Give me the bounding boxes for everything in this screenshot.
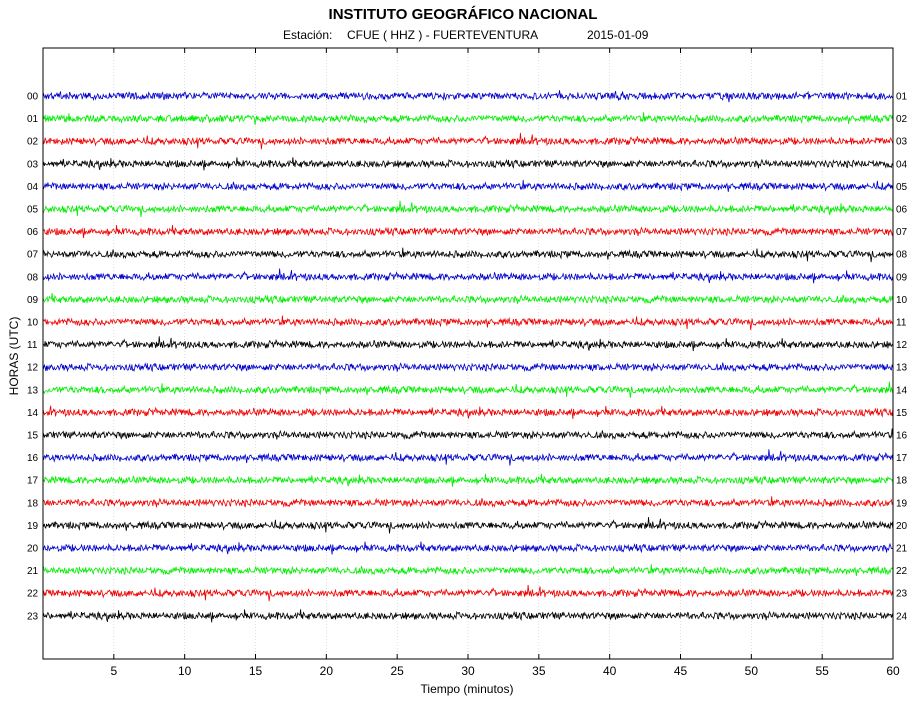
x-tick-label: 45 [674, 664, 688, 678]
hour-label-right: 03 [896, 137, 908, 148]
hour-label-left: 14 [27, 408, 39, 419]
y-axis-title: HORAS (UTC) [7, 317, 21, 396]
trace-line [42, 609, 894, 623]
hour-label-left: 08 [27, 272, 39, 283]
trace-line [42, 225, 894, 239]
hour-label-left: 04 [27, 182, 39, 193]
hour-label-left: 16 [27, 453, 39, 464]
hour-label-left: 21 [27, 566, 39, 577]
hour-label-right: 04 [896, 159, 908, 170]
trace-line [42, 157, 894, 171]
x-axis-ticks: 5 10 15 20 25 30 35 40 45 50 55 60 [110, 48, 900, 678]
hour-label-right: 24 [896, 611, 908, 622]
hour-label-right: 15 [896, 408, 908, 419]
hour-label-left: 11 [27, 340, 38, 351]
hour-label-left: 17 [27, 476, 39, 487]
trace-line [42, 517, 894, 534]
trace-line [42, 90, 894, 103]
hour-label-right: 08 [896, 250, 908, 261]
hour-label-right: 05 [896, 182, 908, 193]
x-tick-label: 30 [461, 664, 475, 678]
trace-line [42, 336, 894, 352]
hour-label-right: 07 [896, 227, 908, 238]
hour-label-right: 21 [896, 544, 908, 555]
hour-label-left: 23 [27, 611, 39, 622]
hour-label-left: 12 [27, 363, 39, 374]
x-tick-label: 10 [178, 664, 192, 678]
trace-line [42, 200, 894, 218]
trace-line [42, 292, 894, 305]
trace-line [42, 564, 894, 577]
hour-label-right: 22 [896, 566, 908, 577]
trace-line [42, 449, 894, 466]
hour-label-right: 09 [896, 272, 908, 283]
x-tick-label: 5 [110, 664, 117, 678]
trace-line [42, 315, 894, 331]
hour-label-left: 07 [27, 250, 39, 261]
hour-label-left: 18 [27, 498, 39, 509]
hour-label-right: 23 [896, 589, 908, 600]
hour-label-left: 00 [27, 92, 39, 103]
hour-label-left: 13 [27, 385, 39, 396]
hour-label-right: 14 [896, 385, 908, 396]
x-tick-label: 55 [815, 664, 829, 678]
trace-line [42, 268, 894, 284]
hour-label-right: 16 [896, 431, 908, 442]
hour-label-right: 19 [896, 498, 908, 509]
hour-label-left: 09 [27, 295, 39, 306]
trace-line [42, 541, 894, 555]
hour-label-right: 02 [896, 114, 908, 125]
record-date: 2015-01-09 [587, 28, 649, 42]
hour-label-right: 06 [896, 205, 908, 216]
hour-label-right: 11 [896, 318, 907, 329]
trace-line [42, 362, 894, 373]
chart-title: INSTITUTO GEOGRÁFICO NACIONAL [329, 6, 598, 23]
hour-label-right: 12 [896, 340, 908, 351]
trace-line [42, 496, 894, 508]
hour-label-right: 01 [896, 92, 908, 103]
hour-label-right: 10 [896, 295, 908, 306]
hour-label-left: 01 [27, 114, 39, 125]
hour-label-right: 17 [896, 453, 908, 464]
hour-label-left: 22 [27, 589, 39, 600]
x-tick-label: 15 [249, 664, 263, 678]
hour-label-left: 03 [27, 159, 39, 170]
trace-line [42, 179, 894, 192]
trace-line [42, 584, 894, 602]
trace-line [42, 132, 894, 150]
seismic-traces [42, 90, 894, 623]
x-tick-label: 40 [603, 664, 617, 678]
x-tick-label: 25 [390, 664, 404, 678]
trace-line [42, 381, 894, 398]
hour-label-left: 10 [27, 318, 39, 329]
hour-label-right: 13 [896, 363, 908, 374]
right-hour-labels: 01 02 03 04 05 06 07 08 09 10 11 12 13 14 15 16 17 18 19 20… [896, 92, 908, 623]
hour-label-left: 02 [27, 137, 39, 148]
trace-line [42, 428, 894, 441]
hour-label-right: 20 [896, 521, 908, 532]
x-tick-label: 60 [886, 664, 900, 678]
left-hour-labels: 00 01 02 03 04 05 06 07 08 09 10 11 12 13 14 15 16 17 18 19… [27, 92, 39, 623]
hour-label-left: 05 [27, 205, 39, 216]
trace-line [42, 405, 894, 419]
hour-label-left: 15 [27, 431, 39, 442]
hour-label-right: 18 [896, 476, 908, 487]
trace-line [42, 473, 894, 487]
hour-label-left: 20 [27, 544, 39, 555]
hour-label-left: 19 [27, 521, 39, 532]
x-tick-label: 35 [532, 664, 546, 678]
trace-line [42, 112, 894, 125]
station-prefix: Estación: [283, 28, 332, 42]
x-tick-label: 50 [745, 664, 759, 678]
station-name: CFUE ( HHZ ) - FUERTEVENTURA [347, 28, 538, 42]
hour-label-left: 06 [27, 227, 39, 238]
trace-line [42, 247, 894, 263]
x-axis-title: Tiempo (minutos) [421, 682, 514, 696]
x-tick-label: 20 [320, 664, 334, 678]
